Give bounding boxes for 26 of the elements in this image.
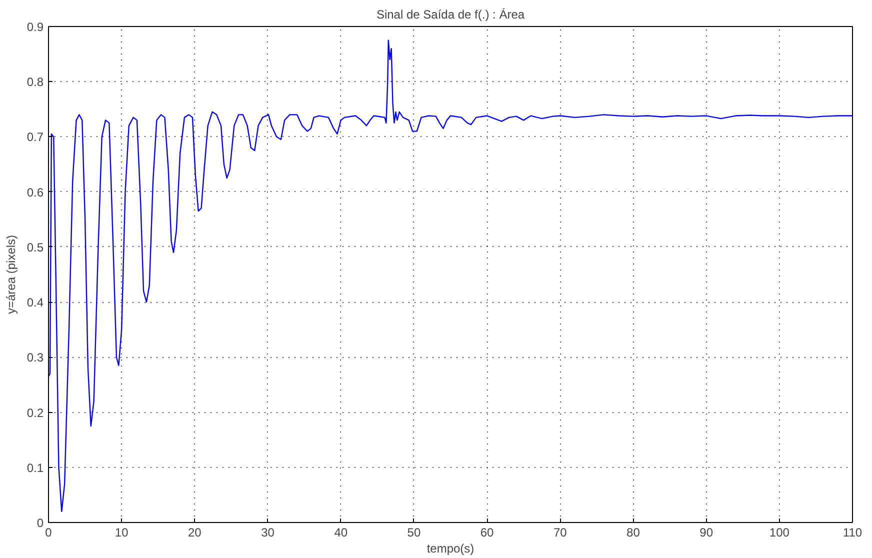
y-tick-label: 0.3 [26,350,44,365]
y-tick-label: 0.8 [26,75,44,90]
x-axis-title: tempo(s) [426,542,474,556]
x-tick-label: 60 [480,526,494,540]
x-tick-label: 50 [407,526,421,540]
x-tick-label: 10 [114,526,129,540]
y-tick-label: 0 [36,516,44,530]
x-tick-label: 80 [626,526,640,540]
y-tick-label: 0.7 [26,130,44,144]
y-tick-label: 0.1 [26,460,44,475]
y-axis-title: y=área (pixels) [4,234,18,314]
y-tick-label: 0.9 [26,20,44,34]
x-tick-label: 30 [261,526,275,540]
y-tick-label: 0.2 [26,406,44,420]
line-series [48,40,852,512]
x-tick-label: 110 [842,526,862,540]
x-tick-label: 100 [769,526,790,540]
y-tick-label: 0.4 [26,296,44,310]
x-tick-label: 90 [700,526,714,540]
x-tick-label: 70 [553,526,568,540]
x-tick-label: 20 [188,526,202,540]
x-tick-label: 0 [45,526,52,540]
y-tick-label: 0.5 [26,240,44,254]
chart-title: Sinal de Saída de f(.) : Área [376,8,525,22]
y-tick-label: 0.6 [26,185,44,200]
x-tick-label: 40 [334,526,348,540]
